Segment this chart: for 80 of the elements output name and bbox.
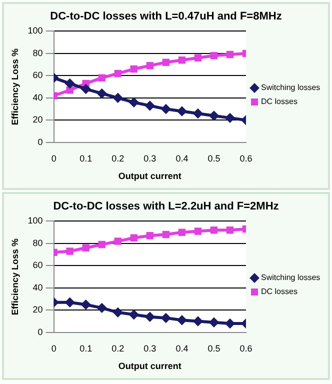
point [161, 104, 170, 114]
point [162, 58, 170, 66]
y-tick-label: 20 [32, 304, 43, 315]
y-tick-label: 0 [38, 136, 43, 147]
y-tick-label: 60 [32, 70, 43, 80]
y-tick-label: 0 [38, 326, 43, 337]
point [65, 78, 74, 88]
point [145, 312, 154, 322]
point [81, 84, 90, 94]
y-tick-label: 60 [32, 260, 43, 270]
point [178, 228, 186, 236]
chart-title: DC-to-DC losses with L=0.47uH and F=8MHz [50, 10, 282, 23]
point [210, 52, 218, 60]
point [178, 56, 186, 64]
point [65, 298, 74, 307]
point [66, 86, 74, 94]
point [226, 226, 234, 234]
y-tick-label: 100 [28, 26, 43, 36]
point [162, 230, 170, 238]
y-axis-title: Efficiency Loss % [10, 238, 20, 316]
x-tick-label: 0.5 [208, 343, 220, 354]
point [114, 70, 122, 78]
y-tick-label: 100 [28, 216, 43, 226]
point [209, 318, 218, 327]
point [225, 113, 234, 122]
point [130, 234, 138, 242]
x-tick-label: 0.4 [176, 343, 188, 354]
x-tick-label: 0.3 [144, 153, 156, 164]
point [113, 93, 122, 102]
point [129, 310, 138, 320]
point [177, 316, 186, 325]
point [209, 111, 218, 120]
x-axis-title: Output current [118, 171, 182, 182]
point [177, 106, 186, 116]
point [97, 88, 106, 98]
legend-label: Switching losses [261, 83, 320, 92]
point [98, 240, 106, 248]
x-tick-label: 0.1 [80, 153, 92, 164]
point [114, 238, 122, 245]
legend-label: DC losses [261, 287, 298, 296]
point [226, 50, 234, 58]
point [81, 300, 90, 310]
point [146, 62, 154, 70]
legend-label: DC losses [261, 97, 298, 106]
point [82, 80, 90, 88]
y-axis-title: Efficiency Loss % [10, 48, 20, 126]
point [161, 313, 170, 322]
point [146, 232, 154, 240]
x-axis-title: Output current [118, 361, 182, 372]
point [145, 101, 154, 110]
y-tick-label: 80 [32, 48, 43, 58]
y-tick-label: 40 [32, 282, 43, 292]
chart-title: DC-to-DC losses with L=2.2uH and F=2MHz [53, 200, 280, 213]
point [225, 319, 234, 328]
y-tick-label: 40 [32, 92, 43, 102]
x-tick-label: 0.6 [240, 153, 252, 164]
x-tick-label: 0 [51, 153, 56, 164]
x-tick-label: 0.4 [176, 153, 188, 164]
point [66, 248, 74, 255]
point [194, 54, 202, 62]
y-tick-label: 20 [32, 114, 43, 125]
x-tick-label: 0.2 [112, 153, 124, 164]
point [97, 303, 106, 312]
x-tick-label: 0.3 [144, 343, 156, 354]
point [193, 108, 202, 118]
x-tick-label: 0.6 [240, 343, 252, 354]
point [82, 244, 90, 252]
point [130, 65, 138, 73]
x-tick-label: 0.2 [112, 343, 124, 354]
point [194, 228, 202, 235]
point [129, 98, 138, 107]
point [193, 316, 202, 326]
x-tick-label: 0.1 [80, 343, 92, 354]
point [210, 226, 218, 234]
y-tick-label: 80 [32, 238, 43, 248]
x-tick-label: 0.5 [208, 153, 220, 164]
point [113, 308, 122, 317]
x-tick-label: 0 [51, 343, 56, 354]
point [98, 74, 106, 82]
legend-label: Switching losses [261, 273, 320, 282]
